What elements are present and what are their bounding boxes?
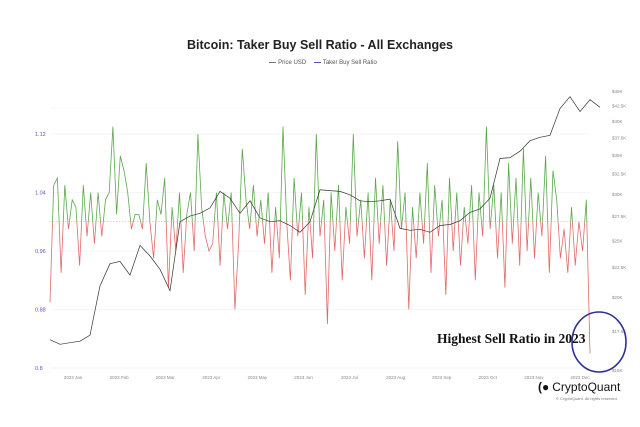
copyright: © CryptoQuant. All rights reserved. (556, 396, 618, 401)
annotation-text: Highest Sell Ratio in 2023 (437, 331, 586, 346)
right-axis-tick: $27.5K (612, 214, 626, 219)
right-axis-tick: $15K (612, 368, 623, 373)
annotation-circle (571, 311, 627, 373)
legend-swatch-ratio (313, 61, 321, 63)
right-axis-tick: $40K (612, 119, 623, 124)
legend-swatch-price (269, 61, 277, 63)
ratio-line-above (52, 126, 588, 222)
x-axis-tick: 2023 Jul (341, 375, 358, 380)
x-axis-tick: 2023 Oct (479, 375, 498, 380)
cryptoquant-logo: (● CryptoQuant (538, 380, 620, 394)
right-axis-tick: $37.5K (612, 135, 626, 140)
x-axis-tick: 2023 Apr (202, 375, 221, 380)
x-axis-tick: 2023 Feb (110, 375, 130, 380)
x-axis-tick: 2023 Aug (386, 375, 406, 380)
price-line (49, 96, 601, 345)
right-axis-tick: $17.5K (612, 329, 626, 334)
left-axis-tick: 0.88 (35, 308, 46, 314)
left-axis-tick: 0.8 (35, 366, 43, 372)
right-axis-tick: $35K (612, 153, 623, 158)
ratio-line-below (49, 221, 591, 354)
left-axis-tick: 1.04 (35, 191, 46, 197)
x-axis-tick: 2023 Sep (432, 375, 452, 380)
x-axis-tick: 2023 Mar (156, 375, 176, 380)
legend[interactable]: Price USD Taker Buy Sell Ratio (0, 60, 640, 66)
x-axis-tick: 2023 Jun (294, 375, 313, 380)
x-axis-tick: 2023 Dec (570, 375, 590, 380)
logo-icon: (● (538, 380, 550, 394)
legend-item-price[interactable]: Price USD (278, 60, 307, 66)
logo-text: CryptoQuant (552, 380, 621, 394)
chart-title: Bitcoin: Taker Buy Sell Ratio - All Exch… (186, 38, 454, 52)
right-axis-tick: $32.5K (612, 172, 626, 177)
left-axis-tick: 0.96 (35, 249, 46, 255)
right-axis-tick: $20K (612, 295, 623, 300)
right-axis-tick: $45K (612, 89, 623, 94)
right-axis-tick: $22.5K (612, 265, 626, 270)
x-axis-tick: 2023 May (247, 375, 268, 380)
x-axis-tick: 2023 Nov (524, 375, 544, 380)
right-axis-tick: $42.5K (612, 104, 626, 109)
x-axis-tick: 2023 Jan (64, 375, 83, 380)
legend-item-ratio[interactable]: Taker Buy Sell Ratio (322, 60, 377, 66)
right-axis-tick: $25K (612, 238, 623, 243)
right-axis-tick: $30K (612, 192, 623, 197)
left-axis-tick: 1.12 (35, 132, 46, 138)
